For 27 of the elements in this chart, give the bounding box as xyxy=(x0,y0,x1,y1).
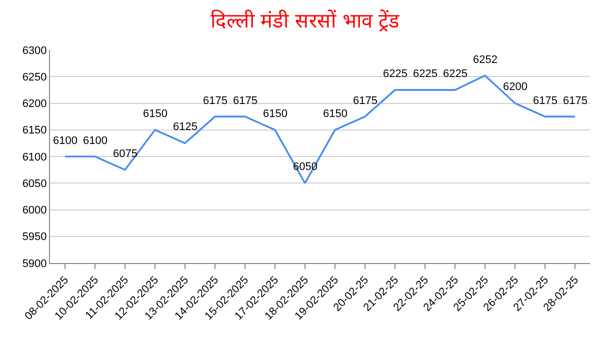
y-tick-label: 6250 xyxy=(22,71,47,84)
data-label: 6100 xyxy=(53,135,78,147)
data-label: 6100 xyxy=(83,135,108,147)
y-tick-label: 6300 xyxy=(22,44,47,57)
data-label: 6125 xyxy=(173,121,198,133)
data-label: 6175 xyxy=(563,95,588,107)
data-label: 6175 xyxy=(233,95,258,107)
data-label: 6225 xyxy=(443,68,468,80)
y-tick-label: 6150 xyxy=(22,124,47,137)
data-label: 6175 xyxy=(203,95,228,107)
y-tick-label: 6000 xyxy=(22,204,47,217)
y-tick-label: 5900 xyxy=(22,258,47,270)
data-label: 6175 xyxy=(533,95,558,107)
data-label: 6150 xyxy=(263,108,288,120)
y-tick-label: 6050 xyxy=(22,178,47,190)
data-label: 6175 xyxy=(353,95,378,107)
y-tick-label: 6200 xyxy=(22,98,47,110)
y-tick-label: 6100 xyxy=(22,151,47,164)
data-label: 6200 xyxy=(503,81,528,93)
data-label: 6225 xyxy=(413,68,438,80)
data-label: 6150 xyxy=(143,108,168,120)
data-label: 6150 xyxy=(323,108,348,120)
data-label: 6252 xyxy=(473,54,498,66)
data-label: 6075 xyxy=(113,148,138,160)
chart-title: दिल्ली मंडी सरसों भाव ट्रेंड xyxy=(210,8,400,33)
data-label: 6225 xyxy=(383,68,408,80)
y-tick-label: 5950 xyxy=(22,231,47,244)
